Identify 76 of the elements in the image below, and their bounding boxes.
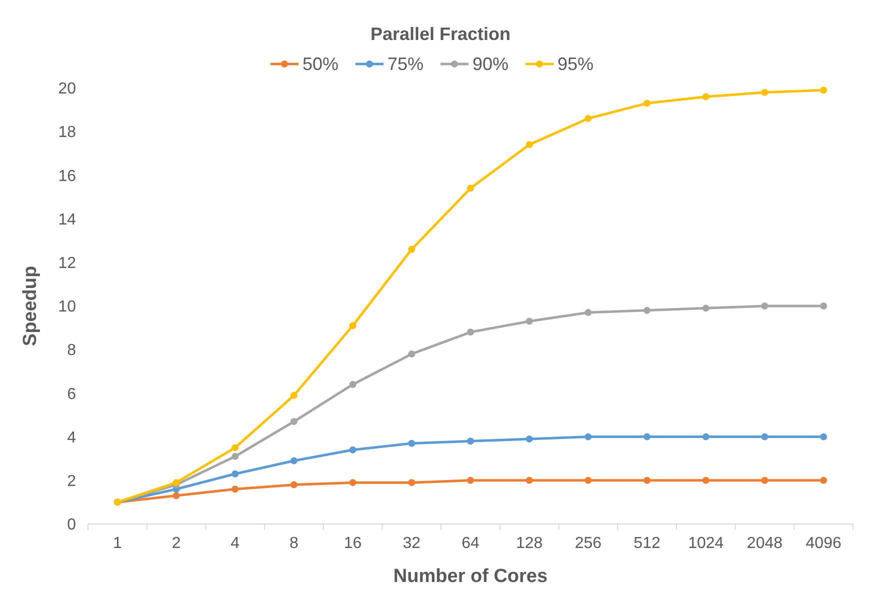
point bbox=[761, 476, 768, 484]
y-tick-label: 20 bbox=[58, 80, 76, 98]
point bbox=[290, 418, 298, 426]
y-tick-label: 10 bbox=[58, 298, 76, 316]
point bbox=[526, 476, 533, 484]
x-tick-label: 8 bbox=[290, 535, 299, 552]
y-tick-label: 12 bbox=[58, 255, 76, 272]
y-tick-label: 8 bbox=[67, 342, 76, 360]
point bbox=[526, 435, 533, 442]
point bbox=[644, 433, 651, 440]
y-tick-label: 4 bbox=[67, 429, 76, 446]
point bbox=[702, 93, 710, 100]
point bbox=[644, 476, 651, 484]
point bbox=[761, 433, 768, 440]
point bbox=[467, 438, 474, 445]
x-tick-label: 4 bbox=[230, 535, 240, 552]
x-axis-title: Number of Cores bbox=[393, 566, 548, 587]
point bbox=[232, 486, 239, 493]
point bbox=[349, 380, 356, 388]
point bbox=[584, 476, 592, 484]
point bbox=[408, 440, 416, 447]
legend-label: 50% bbox=[302, 54, 339, 74]
point bbox=[232, 470, 239, 478]
point bbox=[820, 302, 828, 310]
point bbox=[232, 452, 239, 460]
y-tick-label: 2 bbox=[67, 473, 76, 490]
point bbox=[584, 309, 592, 316]
x-tick-label: 512 bbox=[634, 535, 660, 552]
y-tick-label: 14 bbox=[58, 211, 76, 228]
x-tick-label: 1 bbox=[112, 535, 122, 552]
y-tick-label: 16 bbox=[58, 168, 76, 185]
point bbox=[290, 457, 298, 464]
point bbox=[290, 392, 298, 399]
y-axis-title: Speedup bbox=[20, 266, 41, 346]
point bbox=[761, 88, 768, 96]
x-tick-label: 2048 bbox=[746, 535, 783, 552]
point bbox=[467, 476, 474, 484]
legend-label: 90% bbox=[472, 54, 509, 74]
point bbox=[702, 433, 710, 440]
point bbox=[584, 433, 592, 440]
point bbox=[290, 481, 298, 488]
x-tick-label: 4096 bbox=[806, 535, 842, 552]
point bbox=[820, 86, 828, 94]
x-tick-label: 32 bbox=[402, 535, 421, 552]
point bbox=[526, 318, 533, 325]
point bbox=[702, 304, 710, 312]
point bbox=[172, 492, 180, 500]
point bbox=[349, 479, 356, 486]
legend-title: Parallel Fraction bbox=[370, 24, 511, 44]
point bbox=[644, 306, 651, 314]
x-tick-label: 256 bbox=[574, 535, 602, 552]
x-tick-label: 128 bbox=[516, 535, 543, 552]
legend-label: 75% bbox=[388, 54, 424, 74]
y-tick-label: 0 bbox=[67, 516, 76, 534]
point bbox=[349, 446, 356, 454]
point bbox=[820, 433, 828, 440]
point bbox=[820, 476, 828, 484]
legend-label: 95% bbox=[558, 54, 594, 74]
x-tick-label: 1024 bbox=[688, 535, 724, 552]
point bbox=[526, 141, 533, 148]
x-tick-label: 64 bbox=[462, 535, 480, 552]
point bbox=[467, 184, 474, 192]
point bbox=[232, 444, 239, 452]
point bbox=[702, 476, 710, 484]
y-tick-label: 6 bbox=[67, 386, 76, 403]
point bbox=[584, 115, 592, 122]
point bbox=[408, 350, 416, 358]
point bbox=[408, 246, 416, 253]
x-tick-label: 2 bbox=[172, 535, 181, 552]
y-tick-label: 18 bbox=[58, 124, 76, 142]
point bbox=[408, 479, 416, 486]
point bbox=[467, 328, 474, 336]
x-tick-label: 16 bbox=[344, 535, 362, 552]
point bbox=[644, 100, 651, 107]
point bbox=[349, 322, 356, 330]
point bbox=[761, 302, 768, 310]
